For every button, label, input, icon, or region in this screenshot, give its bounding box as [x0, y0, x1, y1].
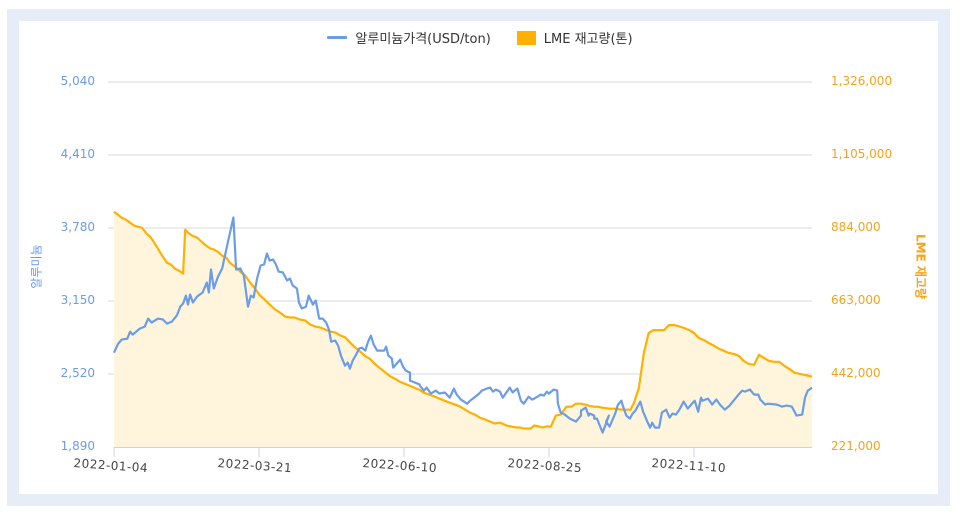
right-axis-title: LME 재고량 [913, 233, 928, 300]
aluminum-price-line [113, 216, 813, 434]
left-axis-tick: 1,890 [60, 439, 95, 453]
right-axis-tick: 1,326,000 [831, 74, 893, 88]
area-swatch-icon [516, 30, 536, 45]
legend: 알루미늄가격(USD/ton) LME 재고량(톤) [0, 28, 960, 47]
right-axis-tick: 442,000 [831, 366, 881, 380]
lme-stock-area [114, 211, 812, 447]
left-axis-tick: 3,780 [60, 220, 95, 234]
right-axis-tick: 884,000 [831, 220, 881, 234]
right-axis-tick: 1,105,000 [831, 147, 893, 161]
legend-item-aluminum-price[interactable]: 알루미늄가격(USD/ton) [327, 28, 491, 47]
left-axis-tick: 3,150 [60, 293, 95, 307]
left-axis-title: 알루미늄 [29, 244, 44, 289]
legend-item-lme-stock[interactable]: LME 재고량(톤) [516, 28, 633, 47]
left-axis-tick: 2,520 [60, 366, 95, 380]
right-axis-tick: 663,000 [831, 293, 881, 307]
right-axis-tick: 221,000 [831, 439, 881, 453]
lme-stock-line [113, 210, 813, 430]
line-swatch-icon [327, 36, 348, 39]
left-axis-tick: 4,410 [60, 147, 95, 161]
left-axis-tick: 5,040 [60, 74, 95, 88]
legend-label-lme-stock: LME 재고량(톤) [543, 32, 633, 47]
legend-label-aluminum-price: 알루미늄가격(USD/ton) [355, 32, 491, 47]
